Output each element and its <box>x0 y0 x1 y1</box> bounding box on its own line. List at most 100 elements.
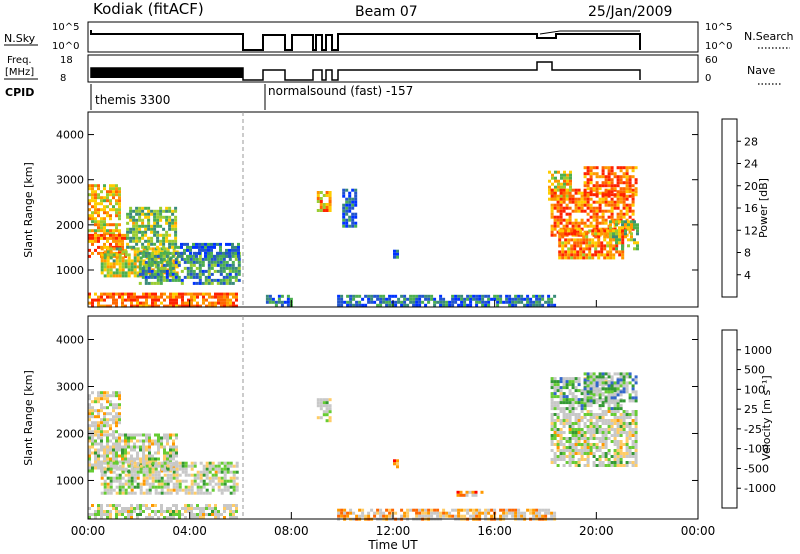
data-cell <box>202 491 206 495</box>
data-cell <box>121 239 124 243</box>
nave-label: Nave <box>747 64 775 77</box>
data-cell <box>139 470 143 474</box>
data-cell <box>553 413 557 416</box>
data-cell <box>198 251 201 255</box>
data-cell <box>97 214 100 218</box>
data-cell <box>220 304 223 308</box>
data-cell <box>610 227 614 231</box>
data-cell <box>613 203 617 207</box>
data-cell <box>204 248 207 252</box>
data-cell <box>109 445 112 449</box>
data-cell <box>415 511 419 515</box>
data-cell <box>112 433 115 437</box>
data-cell <box>616 393 620 397</box>
data-cell <box>613 443 617 446</box>
data-cell <box>559 398 563 402</box>
data-cell <box>91 298 94 302</box>
data-cell <box>166 479 170 483</box>
data-cell <box>156 215 160 219</box>
data-cell <box>133 304 136 308</box>
data-cell <box>558 229 562 233</box>
data-cell <box>631 188 635 192</box>
data-cell <box>100 304 103 308</box>
data-cell <box>103 513 106 516</box>
data-cell <box>532 294 536 298</box>
data-cell <box>130 268 134 272</box>
data-cell <box>115 236 118 240</box>
data-cell <box>150 251 154 255</box>
data-cell <box>553 218 557 222</box>
data-cell <box>598 404 602 408</box>
data-cell <box>574 221 578 225</box>
data-cell <box>622 416 626 419</box>
data-cell <box>609 226 612 230</box>
data-cell <box>150 230 154 234</box>
data-cell <box>162 278 166 282</box>
data-cell <box>109 217 112 221</box>
data-cell <box>235 507 238 510</box>
data-cell <box>571 227 575 231</box>
data-cell <box>541 303 545 307</box>
data-cell <box>106 253 110 257</box>
data-cell <box>598 203 602 207</box>
data-cell <box>121 476 125 480</box>
data-cell <box>628 428 632 431</box>
data-cell <box>559 422 563 425</box>
data-cell <box>342 221 346 225</box>
data-cell <box>559 395 563 399</box>
data-cell <box>588 229 592 233</box>
data-cell <box>496 294 500 298</box>
data-cell <box>442 508 446 512</box>
data-cell <box>562 431 566 434</box>
data-cell <box>183 251 186 255</box>
data-cell <box>216 263 220 267</box>
data-cell <box>156 230 160 234</box>
data-cell <box>628 375 632 379</box>
data-cell <box>121 304 124 308</box>
data-cell <box>490 508 494 512</box>
data-cell <box>562 197 566 201</box>
data-cell <box>138 281 142 285</box>
data-cell <box>139 256 143 260</box>
data-cell <box>559 227 563 231</box>
data-cell <box>124 507 127 510</box>
data-cell <box>118 394 121 398</box>
data-cell <box>316 398 320 402</box>
data-cell <box>228 275 232 279</box>
data-cell <box>556 230 560 234</box>
data-cell <box>144 239 148 243</box>
data-cell <box>88 457 91 461</box>
data-cell <box>559 191 563 195</box>
data-cell <box>607 425 611 428</box>
data-cell <box>153 272 157 276</box>
data-cell <box>567 238 571 242</box>
data-cell <box>109 229 112 233</box>
data-cell <box>100 202 103 206</box>
data-cell <box>159 206 163 210</box>
data-cell <box>142 445 145 449</box>
data-cell <box>163 454 166 458</box>
data-cell <box>91 504 94 507</box>
data-cell <box>597 244 601 248</box>
data-cell <box>118 205 121 209</box>
data-cell <box>568 404 572 408</box>
data-cell <box>103 406 106 410</box>
data-cell <box>148 460 151 464</box>
data-cell <box>559 200 563 204</box>
data-cell <box>622 399 626 403</box>
data-cell <box>151 295 154 299</box>
data-cell <box>181 513 184 516</box>
data-cell <box>169 457 172 461</box>
data-cell <box>433 511 437 515</box>
data-cell <box>136 439 139 443</box>
data-cell <box>610 381 614 385</box>
data-cell <box>565 206 569 210</box>
data-cell <box>115 298 118 302</box>
data-cell <box>634 458 638 461</box>
data-cell <box>589 425 593 428</box>
data-cell <box>141 233 145 237</box>
data-cell <box>216 281 220 285</box>
data-cell <box>418 508 422 512</box>
data-cell <box>553 395 557 399</box>
data-cell <box>564 241 568 245</box>
